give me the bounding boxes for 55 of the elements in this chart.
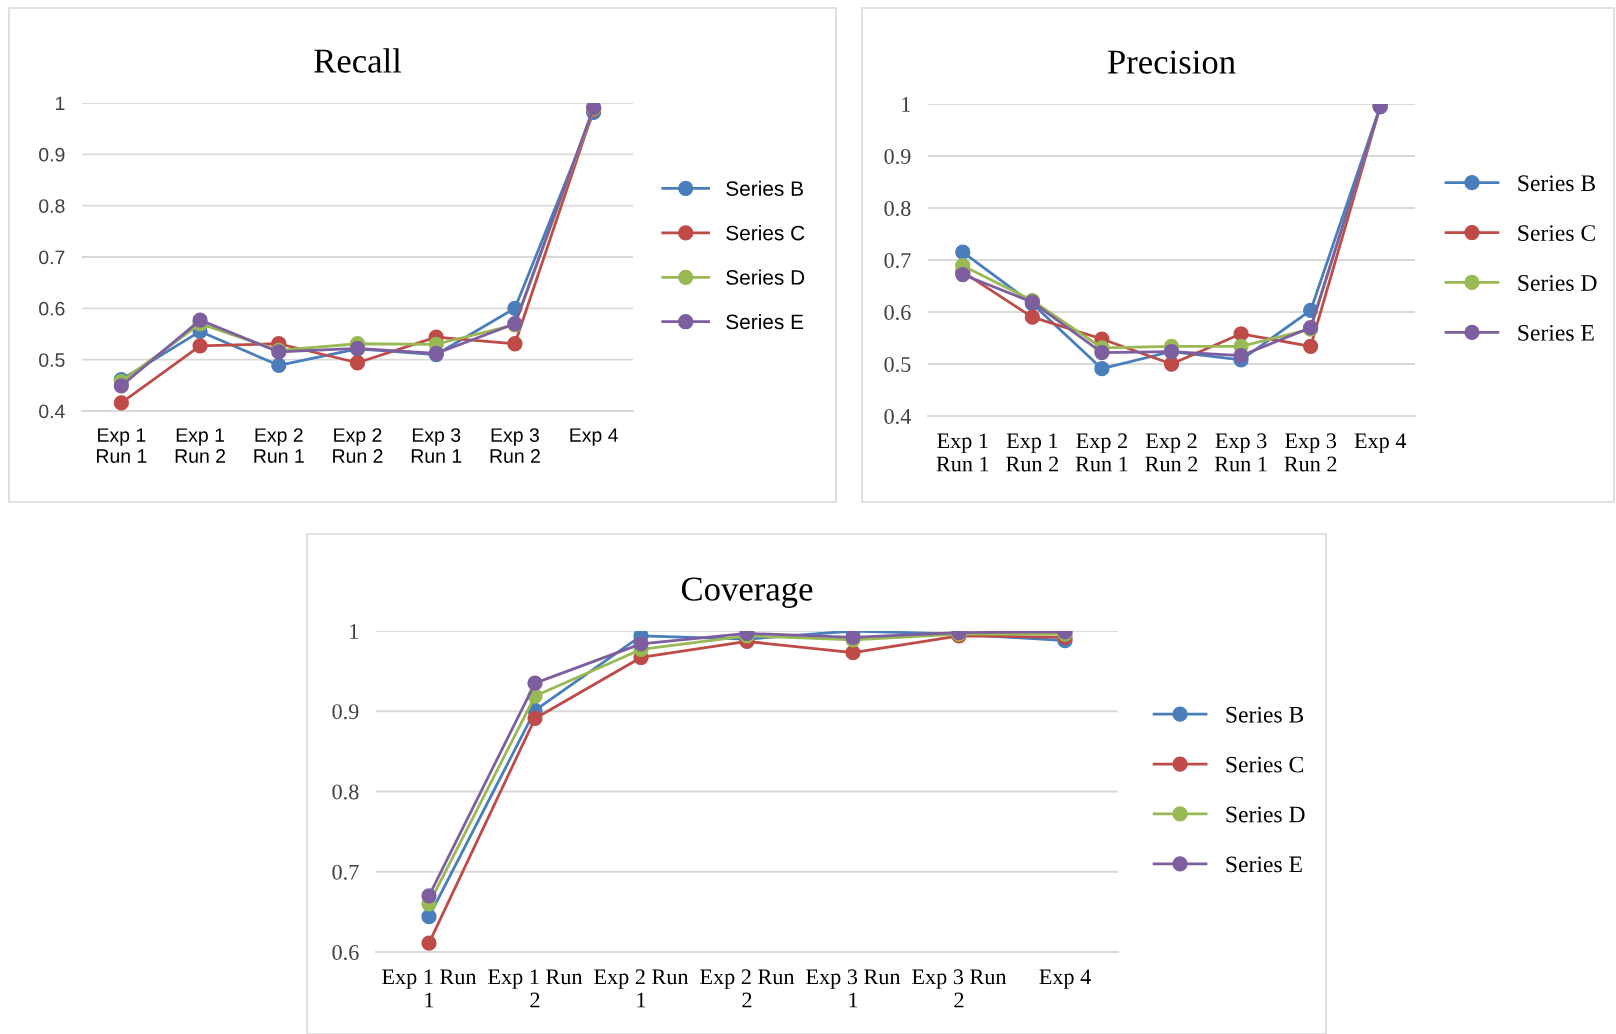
x-tick-label: Exp 2 Run 1 [1075, 433, 1128, 472]
y-tick-label: 1 [56, 96, 65, 111]
y-tick-label: 0.7 [332, 864, 359, 880]
chart-title: Coverage [681, 577, 813, 608]
y-tick-label: 0.5 [884, 356, 911, 373]
x-tick-label: Exp 3 Run 1 [1214, 433, 1267, 472]
x-tick-label: Exp 4 [570, 428, 618, 446]
legend-label: Series C [726, 225, 805, 241]
x-tick-label: Exp 1 Run 1 [382, 969, 477, 1008]
legend-label: Series E [726, 313, 804, 330]
legend-label: Series C [1226, 756, 1303, 773]
legend-label: Series B [726, 180, 803, 196]
x-tick-label: Exp 2 Run 1 [594, 969, 689, 1008]
legend-label: Series E [1518, 324, 1594, 341]
y-tick-label: 0.9 [39, 147, 65, 162]
y-tick-label: 0.4 [39, 404, 65, 419]
legend-label: Series D [726, 269, 805, 285]
legend-label: Series C [1518, 225, 1595, 242]
legend-label: Series E [1226, 856, 1302, 873]
y-tick-label: 0.4 [884, 408, 911, 425]
y-tick-label: 0.5 [39, 353, 65, 367]
x-tick-label: Exp 4 [1039, 969, 1091, 989]
legend-label: Series B [1226, 706, 1304, 723]
x-tick-label: Exp 3 Run 2 [490, 428, 540, 463]
y-tick-label: 0.7 [884, 252, 911, 269]
y-tick-label: 0.7 [39, 250, 65, 265]
y-tick-label: 0.9 [332, 704, 359, 720]
y-tick-label: 0.8 [332, 784, 359, 800]
x-tick-label: Exp 1 Run 1 [97, 428, 147, 463]
legend-label: Series D [1226, 806, 1305, 823]
x-tick-label: Exp 1 Run 2 [488, 969, 583, 1008]
chart-title: Precision [1107, 50, 1236, 74]
y-tick-label: 0.9 [884, 148, 911, 165]
y-tick-label: 0.6 [332, 944, 359, 961]
y-tick-label: 0.8 [884, 200, 911, 217]
x-tick-label: Exp 4 [1354, 433, 1407, 453]
x-tick-label: Exp 3 Run 1 [411, 428, 462, 463]
legend-label: Series D [1518, 275, 1597, 291]
y-tick-label: 0.6 [39, 301, 65, 316]
chart-title: Recall [314, 48, 402, 73]
y-tick-label: 1 [350, 624, 358, 639]
y-tick-label: 0.6 [884, 304, 911, 321]
x-tick-label: Exp 2 Run 2 [700, 969, 795, 1008]
x-tick-label: Exp 2 Run 2 [333, 428, 383, 463]
y-tick-label: 1 [902, 97, 910, 112]
x-tick-label: Exp 1 Run 1 [936, 433, 989, 472]
x-tick-label: Exp 3 Run 1 [806, 969, 901, 1008]
x-tick-label: Exp 3 Run 2 [1284, 433, 1337, 472]
x-tick-label: Exp 3 Run 2 [912, 969, 1007, 1008]
x-tick-label: Exp 1 Run 2 [175, 428, 226, 463]
legend-label: Series B [1518, 175, 1596, 192]
x-tick-label: Exp 2 Run 1 [254, 428, 304, 463]
x-tick-label: Exp 2 Run 2 [1145, 433, 1198, 472]
y-tick-label: 0.8 [39, 199, 65, 213]
x-tick-label: Exp 1 Run 2 [1006, 433, 1058, 472]
